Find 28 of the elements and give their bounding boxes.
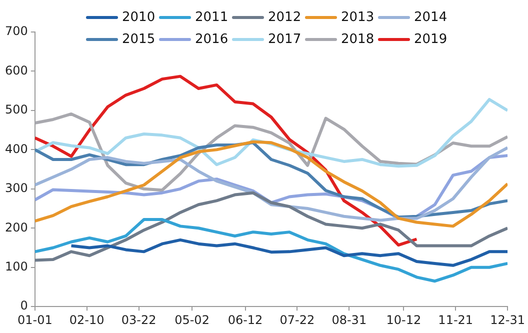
legend-label: 2013 <box>341 10 374 24</box>
legend-label: 2017 <box>268 32 302 46</box>
x-tick-label: 08-31 <box>332 312 367 327</box>
x-tick-label: 11-21 <box>438 312 474 327</box>
x-tick-label: 01-01 <box>17 312 52 327</box>
y-tick-label: 700 <box>5 24 28 38</box>
x-tick-label: 12-31 <box>490 312 526 327</box>
legend-label: 2019 <box>414 32 448 46</box>
y-tick-label: 100 <box>5 259 28 274</box>
legend-label: 2011 <box>195 10 228 24</box>
y-tick-label: 600 <box>5 63 28 78</box>
legend-label: 2012 <box>268 10 302 24</box>
y-tick-label: 0 <box>20 298 28 313</box>
legend-label: 2016 <box>195 32 228 46</box>
x-tick-label: 06-12 <box>228 312 263 327</box>
y-tick-label: 300 <box>5 181 28 196</box>
y-tick-label: 200 <box>5 220 28 234</box>
y-tick-label: 400 <box>5 142 28 156</box>
x-tick-label: 02-10 <box>69 312 104 327</box>
legend-label: 2018 <box>341 32 374 46</box>
legend-label: 2015 <box>122 32 156 46</box>
x-tick-label: 07-22 <box>280 312 315 327</box>
legend-label: 2010 <box>122 10 156 24</box>
legend-label: 2014 <box>414 10 448 24</box>
x-tick-label: 03-22 <box>121 312 156 327</box>
x-tick-label: 05-02 <box>174 312 210 327</box>
x-tick-label: 10-12 <box>386 312 422 327</box>
y-tick-label: 500 <box>5 102 28 117</box>
